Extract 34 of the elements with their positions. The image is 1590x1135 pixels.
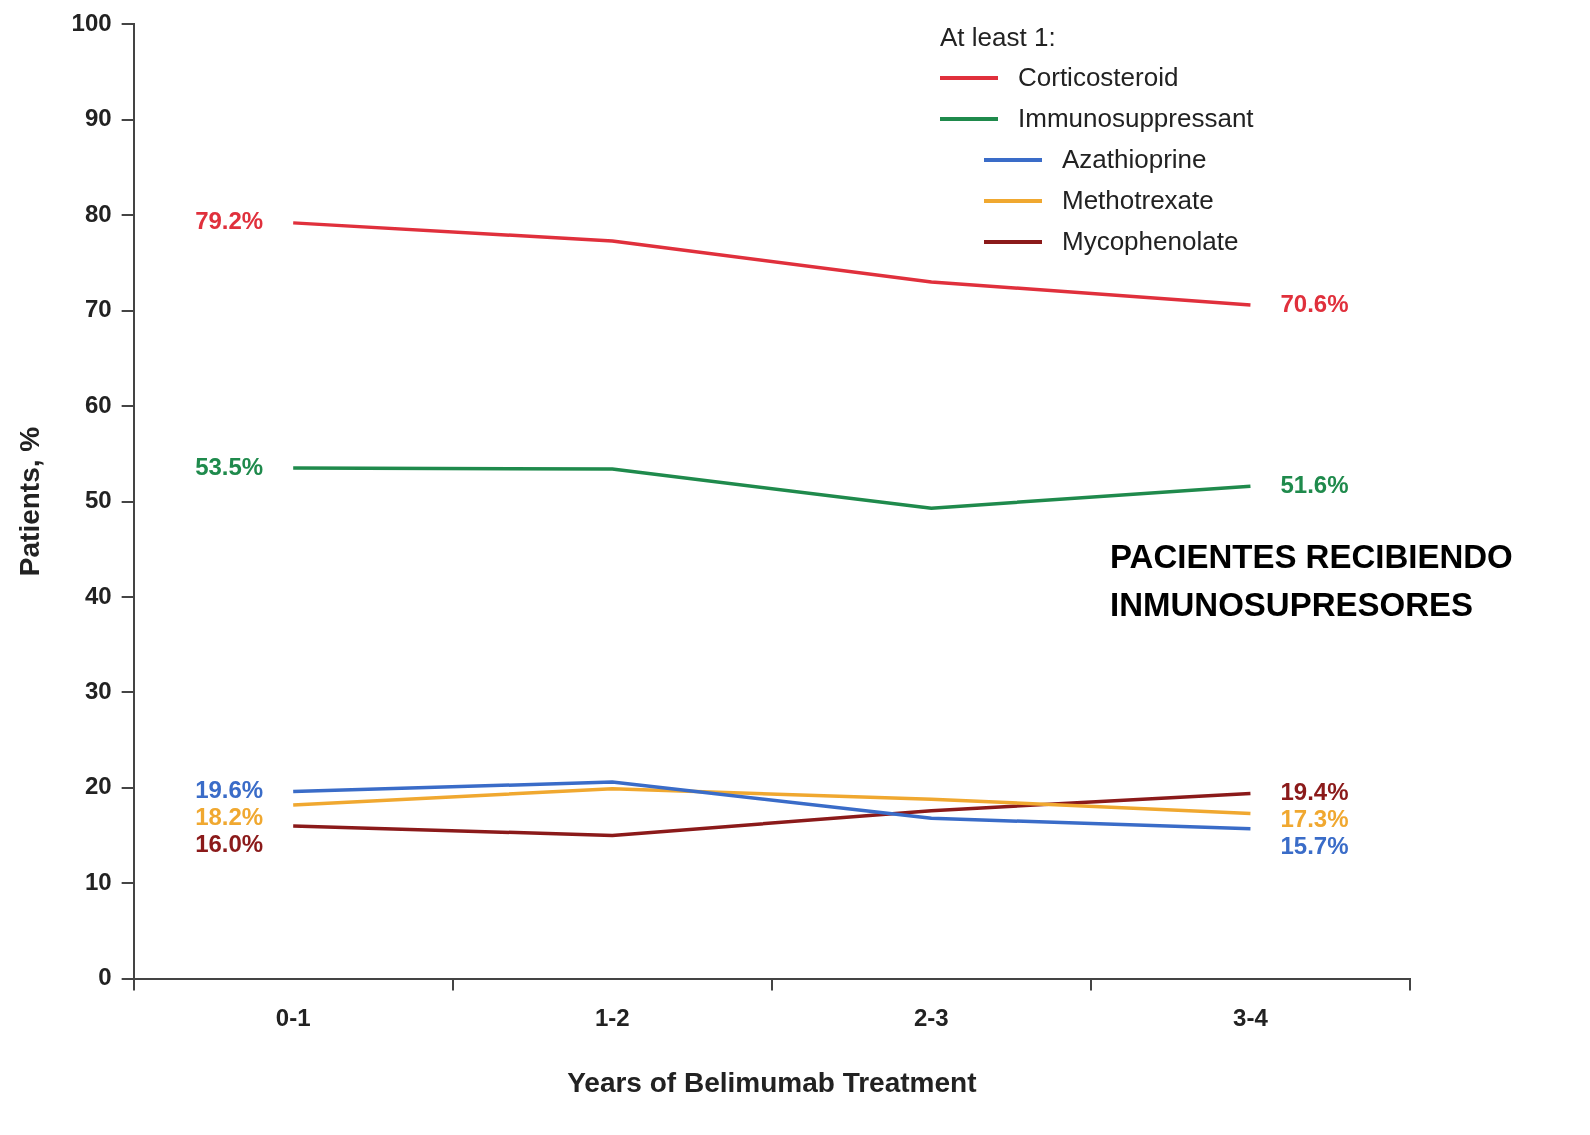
y-tick-label: 50 xyxy=(84,486,112,514)
x-tick-label: 1-2 xyxy=(594,1003,630,1031)
y-tick-label: 20 xyxy=(84,772,112,800)
data-label: 16.0% xyxy=(195,830,264,858)
y-tick-label: 60 xyxy=(84,390,112,418)
x-tick-label: 3-4 xyxy=(1233,1003,1269,1031)
data-label: 19.4% xyxy=(1280,778,1349,806)
legend-label: Azathioprine xyxy=(1062,144,1207,176)
x-tick-label: 0-1 xyxy=(275,1003,311,1031)
legend-label: Mycophenolate xyxy=(1062,226,1239,258)
data-label: 19.6% xyxy=(195,776,264,804)
y-tick-label: 90 xyxy=(84,104,112,132)
data-label: 53.5% xyxy=(195,452,264,480)
y-tick-label: 70 xyxy=(84,295,112,323)
data-label: 17.3% xyxy=(1280,805,1349,833)
data-label: 70.6% xyxy=(1280,289,1349,317)
y-tick-label: 40 xyxy=(84,581,112,609)
annotation: PACIENTES RECIBIENDO INMUNOSUPRESORES xyxy=(1110,537,1513,623)
x-axis-title: Years of Belimumab Treatment xyxy=(567,1066,977,1098)
data-label: 79.2% xyxy=(195,207,264,235)
data-label: 15.7% xyxy=(1280,832,1349,860)
legend-label: Corticosteroid xyxy=(1018,62,1179,94)
legend-label: Methotrexate xyxy=(1062,185,1214,217)
y-axis-title: Patients, % xyxy=(13,426,45,577)
y-tick-label: 100 xyxy=(71,9,112,37)
data-label: 18.2% xyxy=(195,803,264,831)
x-tick-label: 2-3 xyxy=(914,1003,949,1031)
y-tick-label: 10 xyxy=(84,867,112,895)
y-tick-label: 30 xyxy=(84,676,112,704)
y-tick-label: 80 xyxy=(84,199,112,227)
y-tick-label: 0 xyxy=(98,963,112,991)
data-label: 51.6% xyxy=(1280,470,1349,498)
legend-title: At least 1: xyxy=(940,22,1057,54)
legend-label: Immunosuppressant xyxy=(1018,103,1254,135)
